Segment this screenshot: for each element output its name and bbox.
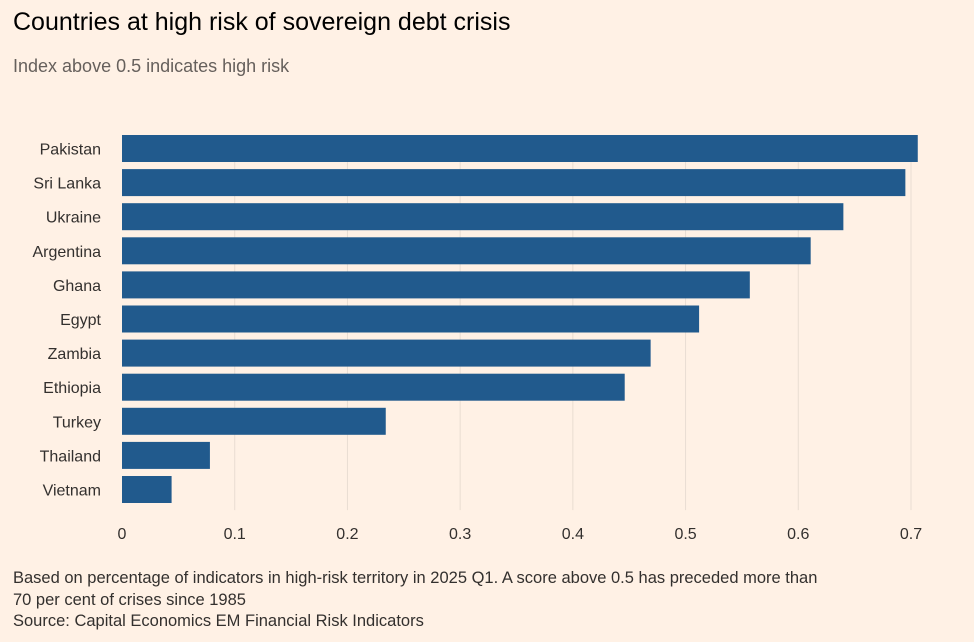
category-label: Ethiopia (43, 380, 101, 397)
bar-vietnam (122, 476, 172, 503)
bar-thailand (122, 441, 210, 469)
category-label: Turkey (53, 414, 101, 431)
category-label: Sri Lanka (33, 176, 101, 193)
category-label: Argentina (33, 244, 102, 261)
x-tick-label: 0 (118, 526, 127, 540)
x-tick-label: 0.1 (224, 526, 246, 540)
bar-turkey (122, 407, 386, 435)
x-tick-label: 0.4 (562, 526, 584, 540)
category-label: Ukraine (46, 210, 101, 227)
category-label: Pakistan (40, 142, 101, 159)
category-label: Thailand (40, 448, 101, 465)
bar-zambia (122, 339, 651, 367)
x-tick-label: 0.2 (336, 526, 358, 540)
bar-ghana (122, 271, 750, 299)
footnote-line-2: 70 per cent of crises since 1985 (13, 590, 246, 609)
chart-subtitle: Index above 0.5 indicates high risk (13, 56, 290, 76)
category-label: Vietnam (43, 483, 101, 500)
x-tick-label: 0.6 (787, 526, 809, 540)
x-tick-label: 0.7 (900, 526, 922, 540)
footnote-line-1: Based on percentage of indicators in hig… (13, 569, 818, 587)
category-label: Zambia (48, 346, 101, 363)
chart-title: Countries at high risk of sovereign debt… (13, 8, 511, 36)
x-tick-label: 0.3 (449, 526, 471, 540)
x-tick-label: 0.5 (674, 526, 696, 540)
bar-egypt (122, 305, 700, 333)
bar-chart: Pakistan Sri Lanka Ukraine Argentina Ghana Eg… (33, 135, 922, 540)
category-label: Egypt (60, 312, 101, 329)
bar-pakistan (122, 135, 918, 162)
chart-footer: Based on percentage of indicators in hig… (13, 568, 953, 633)
bar-sri-lanka (122, 169, 906, 197)
bar-ethiopia (122, 373, 625, 401)
bar-ukraine (122, 203, 844, 231)
source-note: Source: Capital Economics EM Financial R… (13, 612, 424, 630)
bar-argentina (122, 237, 811, 265)
category-label: Ghana (53, 278, 101, 295)
